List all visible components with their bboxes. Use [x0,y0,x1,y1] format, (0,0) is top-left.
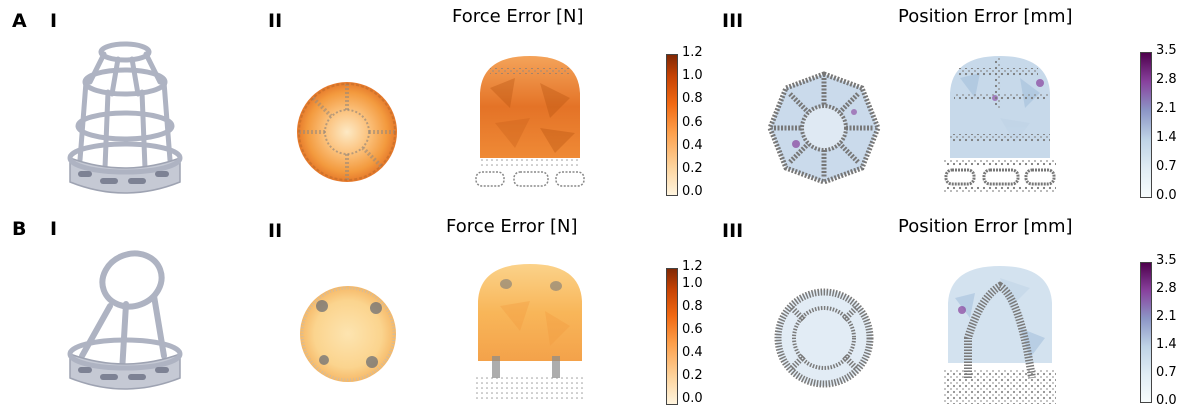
force-tick-b-0: 1.2 [682,259,703,274]
position-colorbar-a [1140,52,1152,198]
position-error-side-view-a [940,48,1060,198]
position-colorbar-b [1140,262,1152,403]
force-error-side-view-a [470,48,590,193]
position-error-top-view-a [768,72,880,184]
force-error-title-b: Force Error [N] [446,216,578,237]
position-tick-b-2: 2.1 [1156,309,1177,324]
part-iii-label-a: III [722,10,743,32]
position-tick-a-4: 0.7 [1156,159,1177,174]
cage-render-b [60,246,190,406]
part-ii-label-a: II [268,10,282,32]
position-tick-a-3: 1.4 [1156,130,1177,145]
force-tick-b-6: 0.0 [682,391,703,406]
force-error-top-view-b [298,284,398,384]
force-tick-a-5: 0.2 [682,161,703,176]
force-error-side-view-b [470,256,590,406]
cage-render-a [60,40,190,200]
position-error-top-view-b [772,286,876,390]
force-colorbar-b [666,268,678,405]
force-error-title-a: Force Error [N] [452,6,584,27]
force-tick-b-1: 1.0 [682,276,703,291]
force-tick-b-4: 0.4 [682,345,703,360]
row-letter-b: B [12,218,26,240]
force-error-top-view-a [295,80,399,184]
position-tick-a-0: 3.5 [1156,43,1177,58]
force-tick-a-0: 1.2 [682,45,703,60]
part-i-label-b: I [50,218,57,240]
position-error-title-b: Position Error [mm] [898,216,1073,237]
position-tick-b-0: 3.5 [1156,253,1177,268]
part-iii-label-b: III [722,220,743,242]
part-i-label-a: I [50,10,57,32]
force-tick-a-3: 0.6 [682,115,703,130]
force-colorbar-a [666,54,678,196]
force-tick-b-5: 0.2 [682,368,703,383]
position-tick-b-4: 0.7 [1156,365,1177,380]
force-tick-a-4: 0.4 [682,138,703,153]
position-tick-a-1: 2.8 [1156,72,1177,87]
position-tick-a-5: 0.0 [1156,188,1177,203]
force-tick-b-2: 0.8 [682,299,703,314]
force-tick-a-6: 0.0 [682,184,703,199]
position-tick-b-3: 1.4 [1156,337,1177,352]
force-tick-b-3: 0.6 [682,322,703,337]
force-tick-a-2: 0.8 [682,91,703,106]
position-tick-b-1: 2.8 [1156,281,1177,296]
position-tick-a-2: 2.1 [1156,101,1177,116]
position-error-title-a: Position Error [mm] [898,6,1073,27]
row-letter-a: A [12,10,27,32]
force-tick-a-1: 1.0 [682,68,703,83]
position-error-side-view-b [940,258,1060,408]
part-ii-label-b: II [268,220,282,242]
position-tick-b-5: 0.0 [1156,393,1177,408]
